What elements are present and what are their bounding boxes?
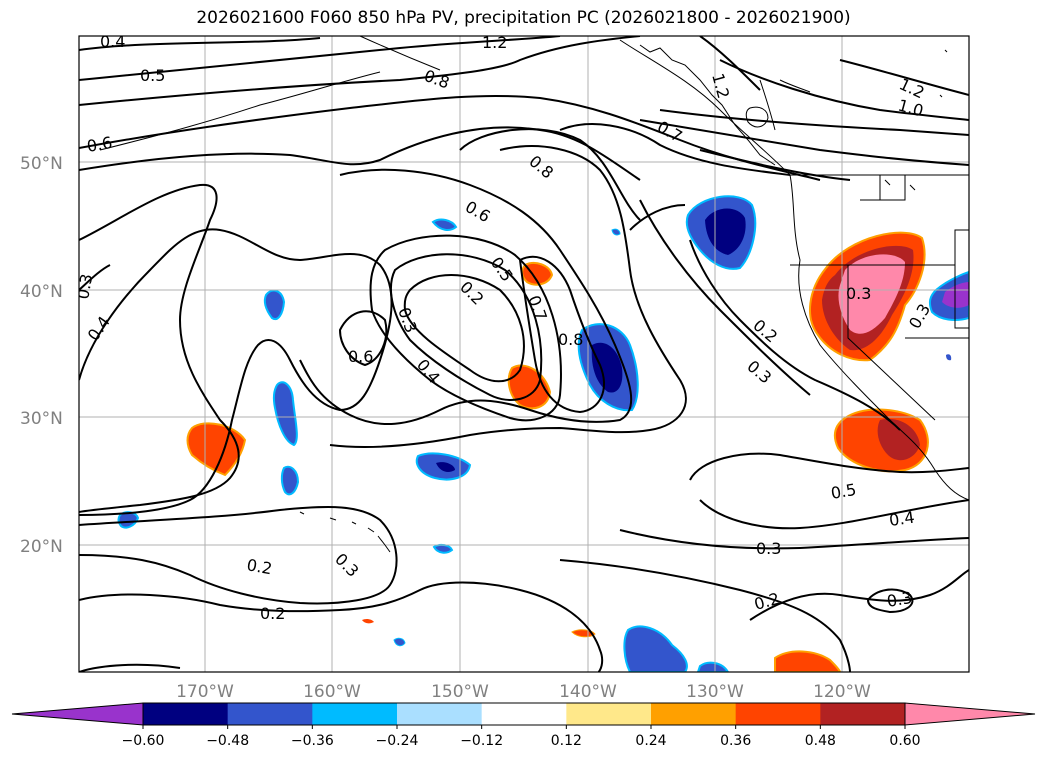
map-title: 2026021600 F060 850 hPa PV, precipitatio… [196, 8, 851, 28]
colorbar-tick-label: −0.12 [460, 733, 503, 749]
colorbar-tick-label: 0.36 [720, 733, 751, 749]
colorbar-tick-label: 0.12 [551, 733, 582, 749]
colorbar-tick-label: 0.60 [889, 733, 920, 749]
contour-label: 0.8 [558, 330, 583, 349]
colorbar-segment [312, 703, 398, 725]
contour-label: 0.5 [829, 480, 857, 503]
contour-label: 0.4 [100, 32, 125, 51]
lon-labels: 170°W 160°W 150°W 140°W 130°W 120°W [176, 682, 871, 702]
precip-shading [117, 195, 969, 672]
colorbar-segment [566, 703, 652, 725]
colorbar-frame [142, 702, 906, 726]
lon-label: 150°W [431, 682, 489, 702]
contour-label: 0.2 [752, 589, 782, 614]
contour-label: 0.6 [85, 133, 113, 156]
contour-label: 1.2 [482, 33, 507, 52]
lon-label: 160°W [303, 682, 361, 702]
lat-labels: 50°N 40°N 30°N 20°N [20, 154, 63, 557]
contour-label: 0.4 [413, 355, 444, 387]
contour-label: 0.3 [846, 284, 871, 303]
lat-label: 50°N [20, 154, 63, 174]
colorbar-segment [651, 703, 737, 725]
contour-label: 0.3 [756, 539, 781, 558]
contour-label: 0.4 [888, 508, 916, 530]
colorbar-segment [481, 703, 567, 725]
colorbar-tick-label: 0.48 [805, 733, 836, 749]
contour-label: 0.6 [462, 197, 494, 226]
contour-label: 0.3 [73, 272, 96, 300]
lat-label: 30°N [20, 409, 63, 429]
contour-label: 0.2 [260, 604, 285, 623]
lon-label: 140°W [559, 682, 617, 702]
pv-contours [79, 36, 969, 672]
colorbar-tick-label: −0.60 [122, 733, 165, 749]
colorbar-extend-low [11, 702, 144, 726]
colorbar-segment [143, 703, 229, 725]
colorbar-segment [227, 703, 313, 725]
contour-label: 0.2 [245, 555, 273, 578]
colorbar-extend-high [904, 702, 1036, 726]
contour-label: 0.2 [749, 316, 781, 347]
contour-label: 0.3 [331, 549, 362, 580]
map-area: 0.4 1.2 0.5 0.8 1.2 1.2 1.0 0.6 0.7 0.8 … [73, 32, 969, 672]
contour-label: 1.2 [708, 71, 733, 101]
contour-label: 0.2 [456, 277, 487, 308]
contour-label: 1.0 [896, 96, 926, 121]
colorbar-tick-label: 0.24 [635, 733, 666, 749]
contour-labels: 0.4 1.2 0.5 0.8 1.2 1.2 1.0 0.6 0.7 0.8 … [73, 32, 934, 623]
contour-label: 0.7 [654, 117, 686, 146]
contour-label: 0.3 [743, 357, 775, 388]
lon-label: 120°W [813, 682, 871, 702]
colorbar-tick-label: −0.48 [206, 733, 249, 749]
colorbar-segment [397, 703, 483, 725]
lat-label: 20°N [20, 537, 63, 557]
contour-label: 0.6 [348, 347, 373, 366]
colorbar-tick-label: −0.36 [291, 733, 334, 749]
lat-label: 40°N [20, 282, 63, 302]
contour-label: 0.5 [140, 66, 165, 85]
contour-label: 0.8 [525, 152, 557, 183]
contour-label: 0.8 [422, 66, 452, 93]
contour-label: 0.5 [487, 253, 517, 285]
contour-label: 0.3 [885, 588, 913, 611]
map-frame [78, 35, 970, 673]
colorbar: −0.60 −0.48 −0.36 −0.24 −0.12 0.12 0.24 0.36 0.4… [11, 702, 1036, 749]
colorbar-segment [820, 703, 906, 725]
lon-label: 170°W [176, 682, 234, 702]
lon-label: 130°W [686, 682, 744, 702]
colorbar-segment [735, 703, 821, 725]
colorbar-tick-label: −0.24 [376, 733, 419, 749]
